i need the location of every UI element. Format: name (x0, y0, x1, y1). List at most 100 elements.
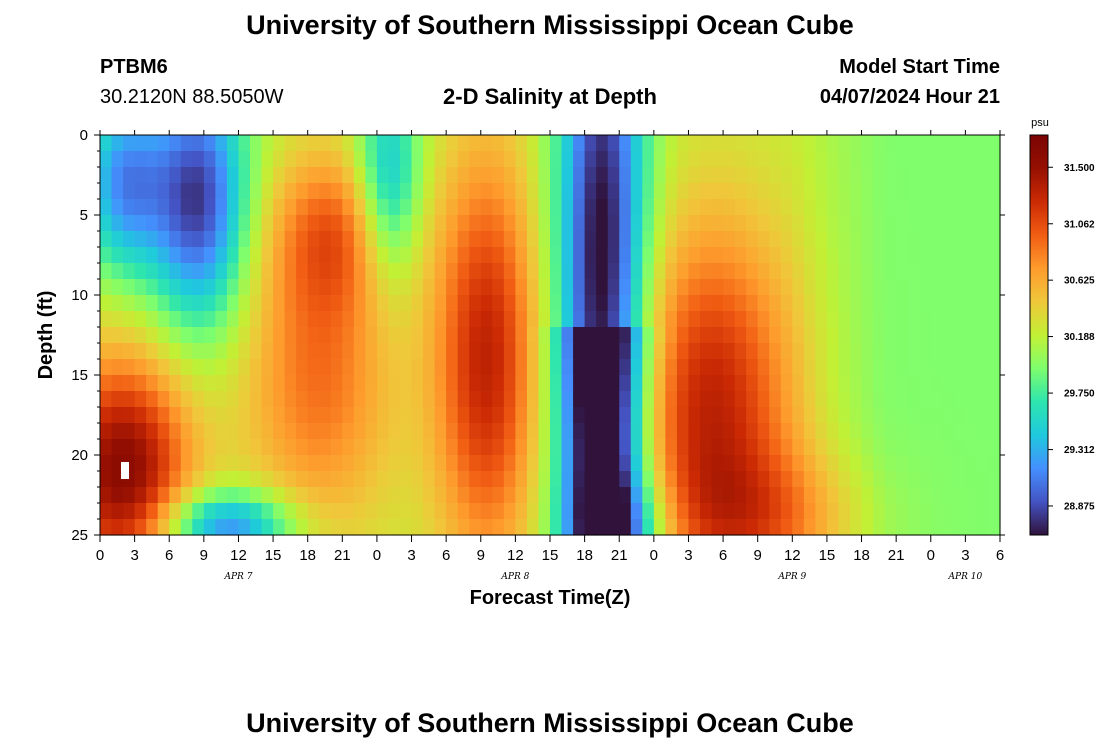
heatmap-cell (538, 199, 551, 216)
heatmap-cell (653, 423, 666, 440)
heatmap-cell (688, 167, 701, 184)
heatmap-cell (665, 263, 678, 280)
heatmap-cell (907, 183, 920, 200)
heatmap-cell (746, 135, 759, 152)
heatmap-cell (492, 471, 505, 488)
heatmap-cell (342, 263, 355, 280)
heatmap-cell (769, 455, 782, 472)
heatmap-cell (907, 471, 920, 488)
heatmap-cell (538, 311, 551, 328)
heatmap-cell (307, 455, 320, 472)
heatmap-cell (238, 151, 251, 168)
heatmap-cell (734, 359, 747, 376)
x-tick-label: 15 (265, 547, 282, 564)
heatmap-cell (769, 439, 782, 456)
heatmap-cell (711, 311, 724, 328)
heatmap-cell (353, 439, 366, 456)
heatmap-cell (838, 215, 851, 232)
heatmap-cell (573, 183, 586, 200)
heatmap-cell (284, 343, 297, 360)
heatmap-cell (861, 151, 874, 168)
heatmap-cell (573, 471, 586, 488)
heatmap-cell (769, 279, 782, 296)
heatmap-cell (434, 359, 447, 376)
heatmap-cell (503, 247, 516, 264)
heatmap-cell (873, 343, 886, 360)
heatmap-cell (561, 247, 574, 264)
heatmap-cell (884, 311, 897, 328)
heatmap-cell (826, 359, 840, 376)
heatmap-cell (526, 247, 540, 264)
heatmap-cell (123, 487, 136, 504)
heatmap-cell (850, 327, 863, 344)
heatmap-cell (976, 503, 990, 520)
heatmap-cell (711, 279, 724, 296)
heatmap-cell (146, 183, 159, 200)
heatmap-cell (192, 487, 205, 504)
heatmap-cell (550, 407, 563, 424)
heatmap-cell (100, 151, 113, 168)
heatmap-cell (942, 183, 955, 200)
heatmap-cell (734, 135, 747, 152)
heatmap-cell (757, 263, 770, 280)
heatmap-cell (319, 135, 332, 152)
heatmap-cell (873, 503, 886, 520)
heatmap-cell (250, 167, 263, 184)
heatmap-cell (942, 503, 955, 520)
heatmap-cell (226, 455, 240, 472)
colorbar-tick-label: 29.312 (1064, 445, 1095, 456)
heatmap-cell (284, 375, 297, 392)
x-tick-label: 0 (96, 547, 104, 564)
heatmap-cell (550, 183, 563, 200)
heatmap-cell (988, 311, 1001, 328)
heatmap-cell (792, 407, 805, 424)
heatmap-cell (873, 439, 886, 456)
heatmap-cell (100, 359, 113, 376)
heatmap-cell (688, 311, 701, 328)
heatmap-cell (850, 519, 863, 536)
heatmap-cell (503, 231, 516, 248)
heatmap-cell (896, 439, 909, 456)
heatmap-cell (976, 519, 990, 536)
heatmap-cell (330, 439, 343, 456)
heatmap-cell (665, 391, 678, 408)
heatmap-cell (192, 263, 205, 280)
heatmap-cell (630, 263, 643, 280)
heatmap-cell (815, 391, 828, 408)
heatmap-cell (573, 151, 586, 168)
heatmap-cell (319, 279, 332, 296)
heatmap-cell (861, 279, 874, 296)
heatmap-cell (538, 503, 551, 520)
heatmap-cell (619, 151, 632, 168)
heatmap-cell (446, 455, 459, 472)
heatmap-cell (411, 343, 424, 360)
heatmap-cell (907, 375, 920, 392)
heatmap-cell (584, 263, 597, 280)
heatmap-cell (538, 215, 551, 232)
heatmap-cell (330, 471, 343, 488)
heatmap-cell (746, 279, 759, 296)
heatmap-cell (215, 343, 228, 360)
heatmap-cell (676, 375, 690, 392)
heatmap-cell (376, 311, 390, 328)
heatmap-cell (607, 519, 620, 536)
heatmap-cell (146, 231, 159, 248)
heatmap-cell (423, 311, 436, 328)
heatmap-cell (400, 407, 413, 424)
heatmap-cell (319, 407, 332, 424)
heatmap-cell (596, 295, 609, 312)
heatmap-cell (907, 423, 920, 440)
heatmap-cell (376, 343, 390, 360)
heatmap-cell (642, 247, 655, 264)
heatmap-cell (250, 247, 263, 264)
heatmap-cell (769, 199, 782, 216)
heatmap-cell (688, 247, 701, 264)
heatmap-cell (884, 407, 897, 424)
heatmap-cell (215, 135, 228, 152)
heatmap-cell (596, 343, 609, 360)
heatmap-cell (850, 471, 863, 488)
heatmap-cell (976, 247, 990, 264)
heatmap-cell (376, 295, 390, 312)
heatmap-cell (734, 327, 747, 344)
heatmap-cell (988, 455, 1001, 472)
